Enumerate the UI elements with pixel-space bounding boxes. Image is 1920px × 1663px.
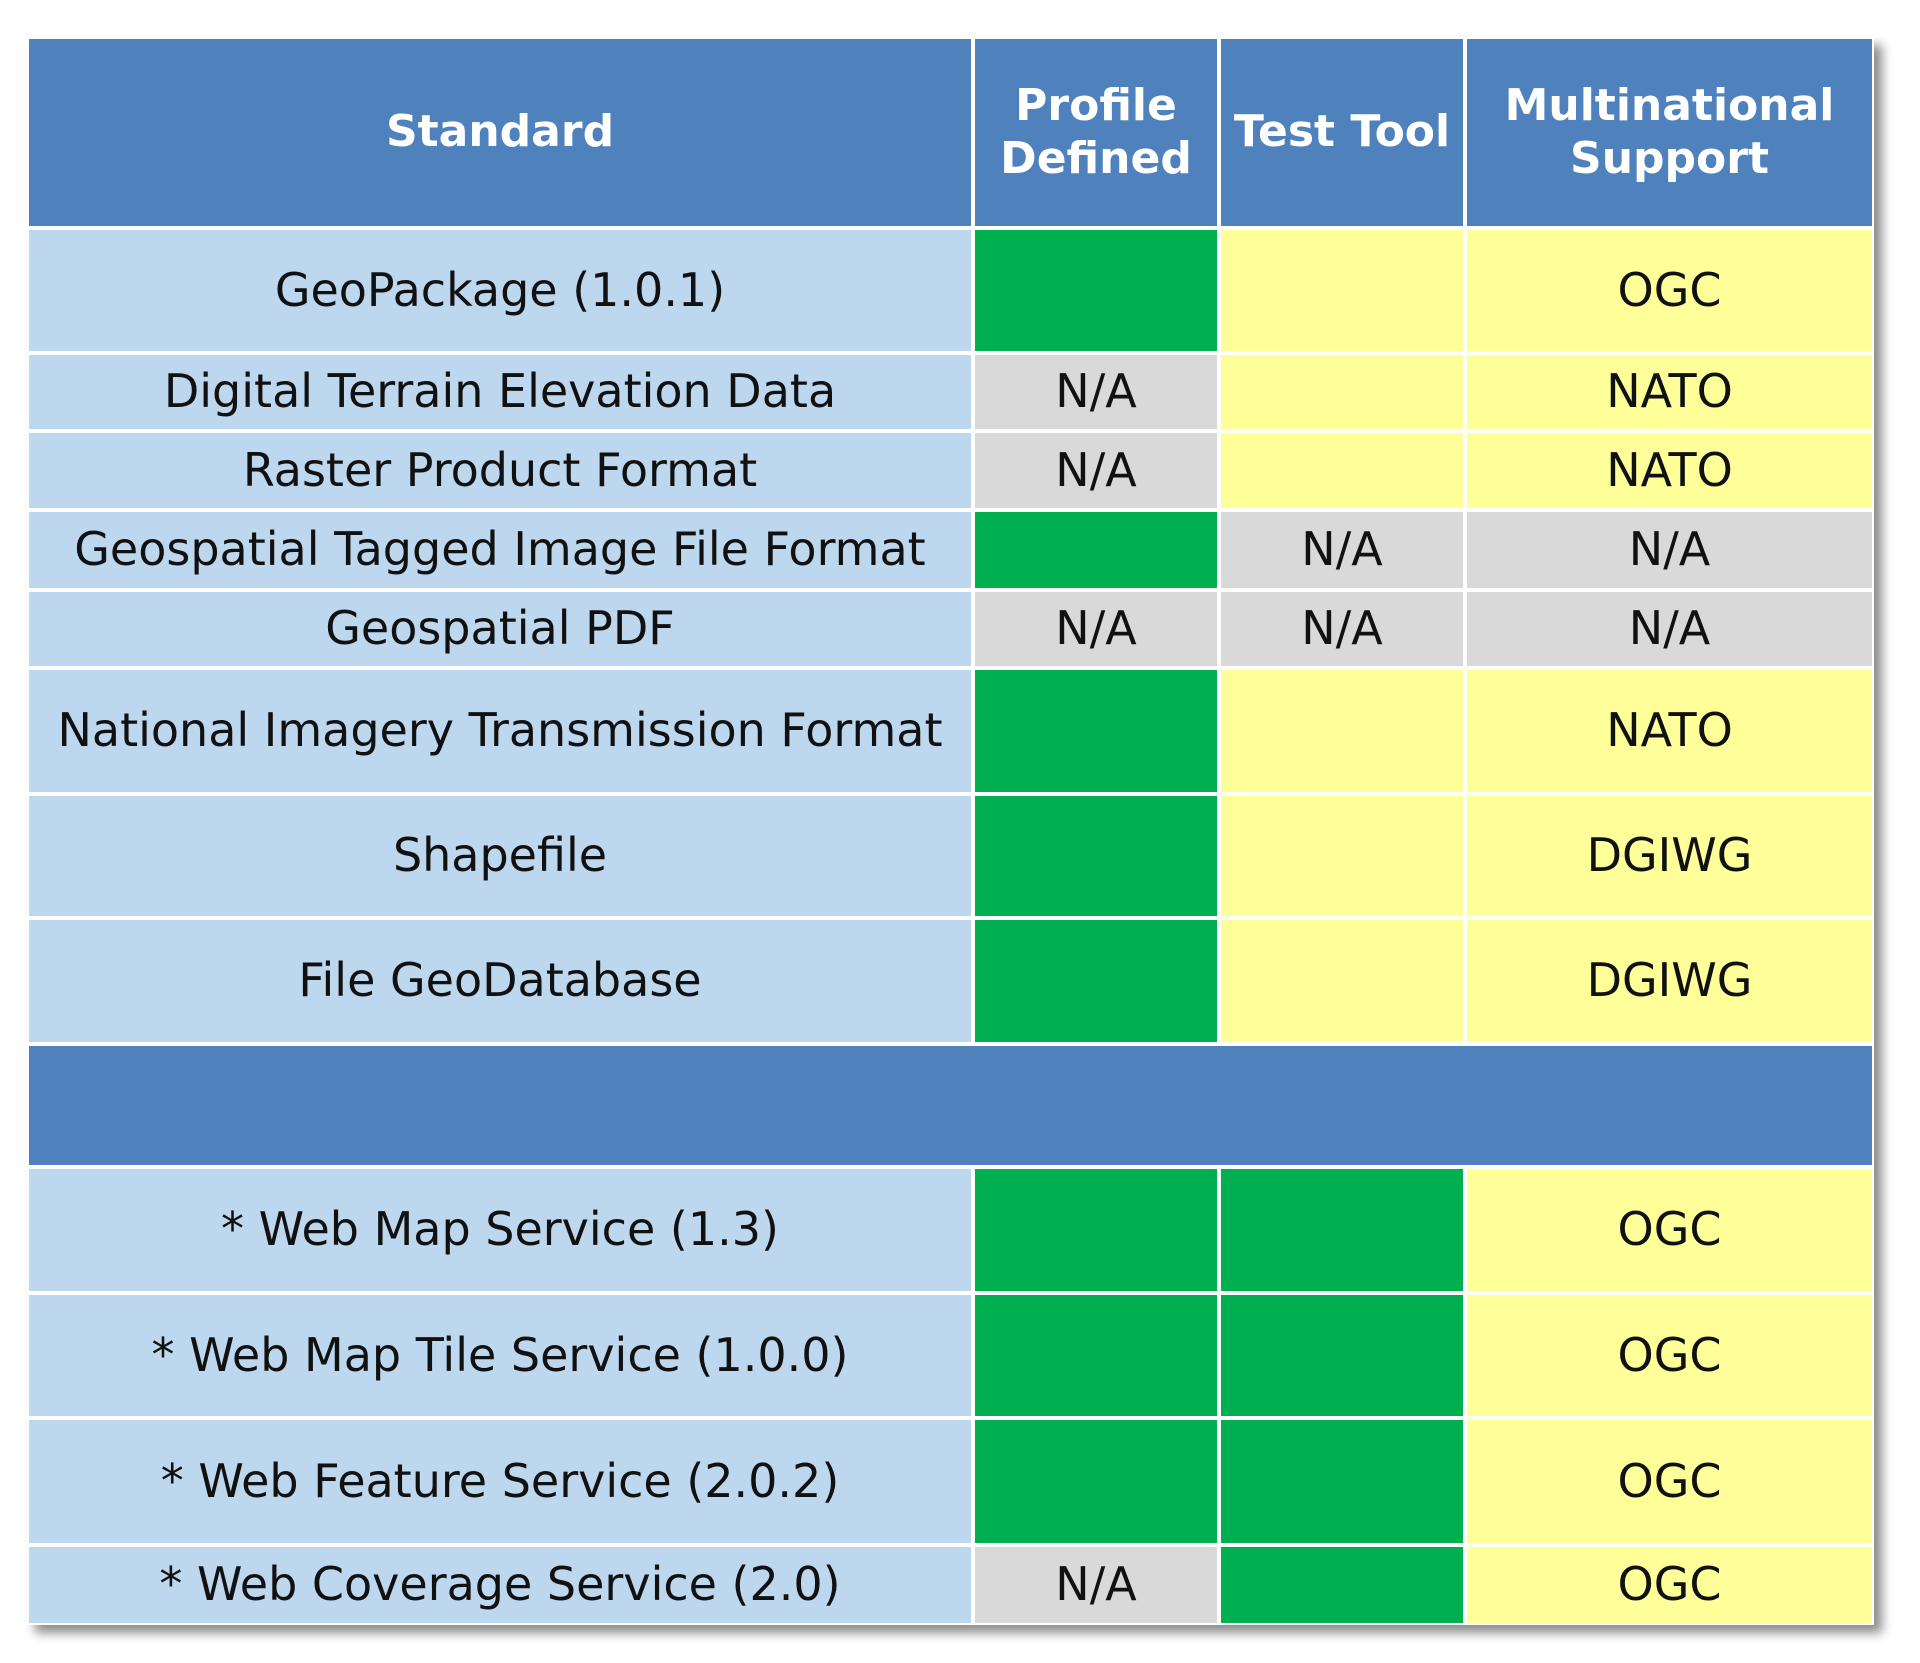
status-cell: NATO bbox=[1465, 668, 1874, 794]
status-cell bbox=[1219, 918, 1465, 1044]
status-cell bbox=[1219, 1167, 1465, 1293]
status-cell: N/A bbox=[973, 353, 1219, 431]
status-cell bbox=[1219, 1545, 1465, 1625]
status-cell bbox=[1219, 794, 1465, 918]
standard-name: Geospatial PDF bbox=[27, 590, 973, 668]
status-cell: N/A bbox=[1465, 590, 1874, 668]
status-cell: N/A bbox=[973, 431, 1219, 510]
status-cell bbox=[1219, 228, 1465, 353]
status-cell bbox=[973, 1167, 1219, 1293]
standard-name: * Web Coverage Service (2.0) bbox=[27, 1545, 973, 1625]
standard-name: * Web Map Service (1.3) bbox=[27, 1167, 973, 1293]
header-cell: Standard bbox=[27, 37, 973, 228]
status-cell bbox=[973, 794, 1219, 918]
standard-name: Digital Terrain Elevation Data bbox=[27, 353, 973, 431]
status-cell: N/A bbox=[973, 590, 1219, 668]
header-cell: Multinational Support bbox=[1465, 37, 1874, 228]
status-cell bbox=[973, 228, 1219, 353]
status-cell bbox=[1219, 1293, 1465, 1418]
status-cell bbox=[973, 1293, 1219, 1418]
standard-name: Geospatial Tagged Image File Format bbox=[27, 510, 973, 590]
status-cell: N/A bbox=[1219, 510, 1465, 590]
standard-name: Shapefile bbox=[27, 794, 973, 918]
status-cell bbox=[973, 1418, 1219, 1545]
header-cell: Profile Defined bbox=[973, 37, 1219, 228]
standard-name: * Web Map Tile Service (1.0.0) bbox=[27, 1293, 973, 1418]
standard-name: GeoPackage (1.0.1) bbox=[27, 228, 973, 353]
status-cell: OGC bbox=[1465, 1545, 1874, 1625]
status-cell: DGIWG bbox=[1465, 794, 1874, 918]
status-cell bbox=[1219, 431, 1465, 510]
status-cell: NATO bbox=[1465, 353, 1874, 431]
status-cell: OGC bbox=[1465, 228, 1874, 353]
status-cell: DGIWG bbox=[1465, 918, 1874, 1044]
status-cell bbox=[973, 668, 1219, 794]
standards-table: Standard Profile Defined Test Tool Multinat… bbox=[27, 37, 1874, 1625]
standard-name: Raster Product Format bbox=[27, 431, 973, 510]
status-cell: OGC bbox=[1465, 1418, 1874, 1545]
standard-name: File GeoDatabase bbox=[27, 918, 973, 1044]
standard-name: * Web Feature Service (2.0.2) bbox=[27, 1418, 973, 1545]
header-cell: Test Tool bbox=[1219, 37, 1465, 228]
status-cell bbox=[1219, 668, 1465, 794]
status-cell bbox=[973, 918, 1219, 1044]
status-cell: N/A bbox=[1465, 510, 1874, 590]
status-cell bbox=[973, 510, 1219, 590]
status-cell: NATO bbox=[1465, 431, 1874, 510]
status-cell: N/A bbox=[1219, 590, 1465, 668]
status-cell bbox=[1219, 1418, 1465, 1545]
status-cell: N/A bbox=[973, 1545, 1219, 1625]
status-cell: OGC bbox=[1465, 1167, 1874, 1293]
standard-name: National Imagery Transmission Format bbox=[27, 668, 973, 794]
status-cell bbox=[1219, 353, 1465, 431]
section-band bbox=[27, 1044, 1874, 1167]
status-cell: OGC bbox=[1465, 1293, 1874, 1418]
